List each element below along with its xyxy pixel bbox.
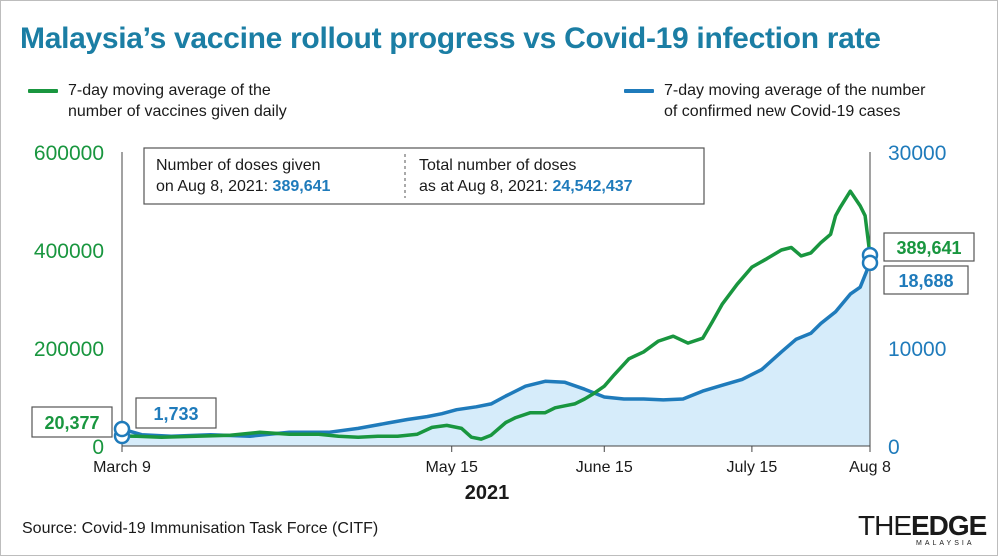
y-left-tick-label: 600000 (34, 142, 104, 165)
y-right-tick-label: 10000 (888, 338, 946, 361)
the-edge-logo: THEEDGE MALAYSIA (858, 510, 987, 550)
y-left-tick-label: 0 (92, 436, 104, 459)
info-box: Number of doses given on Aug 8, 2021: 38… (143, 147, 705, 205)
cases-start-marker (113, 420, 131, 438)
callout-cases-start-box (135, 397, 217, 429)
info-left-line1: Number of doses given (156, 157, 321, 174)
info-right-line2-label: as at Aug 8, 2021: (419, 178, 552, 195)
cases-line (121, 262, 872, 438)
y-left-tick-label: 200000 (34, 338, 104, 361)
logo-the: THE (858, 510, 912, 541)
callout-cases-end-box (883, 265, 969, 295)
info-right-line2: as at Aug 8, 2021: 24,542,437 (419, 178, 633, 195)
info-box-border (143, 147, 705, 205)
legend-vaccines-label: 7-day moving average of the number of va… (68, 82, 287, 120)
callout-vaccines-end-label: 389,641 (896, 238, 961, 258)
vaccines-line (121, 189, 872, 441)
callout-vaccines-end: 389,641 (883, 232, 975, 262)
legend-cases-swatch (624, 89, 654, 93)
callout-cases-end-label: 18,688 (898, 271, 953, 291)
info-left-line2: on Aug 8, 2021: 389,641 (156, 178, 330, 195)
callout-vaccines-start-box (31, 406, 113, 438)
callout-cases-start: 1,733 (135, 397, 217, 429)
x-tick-label: March 9 (93, 459, 151, 476)
legend-cases: 7-day moving average of the number of co… (624, 80, 925, 122)
callout-vaccines-start-label: 20,377 (44, 413, 99, 433)
logo-wordmark: THEEDGE (858, 510, 987, 542)
x-tick-label: May 15 (425, 459, 478, 476)
callout-vaccines-end-box (883, 232, 975, 262)
y-right-tick-label: 0 (888, 436, 900, 459)
x-tick-label: July 15 (727, 459, 778, 476)
source-note: Source: Covid-19 Immunisation Task Force… (22, 520, 379, 537)
callout-cases-end: 18,688 (883, 265, 969, 295)
callout-vaccines-start: 20,377 (31, 406, 113, 438)
x-axis-year-label: 2021 (465, 482, 510, 504)
info-right-line1: Total number of doses (419, 157, 576, 174)
x-tick-label: Aug 8 (849, 459, 891, 476)
y-left-tick-label: 400000 (34, 240, 104, 263)
chart-title: Malaysia’s vaccine rollout progress vs C… (20, 22, 881, 55)
legend-vaccines: 7-day moving average of the number of va… (28, 80, 287, 122)
x-tick-label: June 15 (576, 459, 633, 476)
callout-cases-start-label: 1,733 (153, 404, 198, 424)
logo-subtitle: MALAYSIA (916, 540, 975, 547)
info-left-line2-label: on Aug 8, 2021: (156, 178, 273, 195)
y-right-tick-label: 30000 (888, 142, 946, 165)
info-right-value: 24,542,437 (552, 178, 632, 195)
logo-edge: EDGE (911, 510, 987, 541)
cases-end-marker (861, 254, 879, 272)
legend-cases-label: 7-day moving average of the number of co… (664, 82, 926, 120)
info-left-value: 389,641 (273, 178, 331, 195)
legend-vaccines-swatch (28, 89, 58, 93)
cases-area-fill (122, 262, 870, 446)
